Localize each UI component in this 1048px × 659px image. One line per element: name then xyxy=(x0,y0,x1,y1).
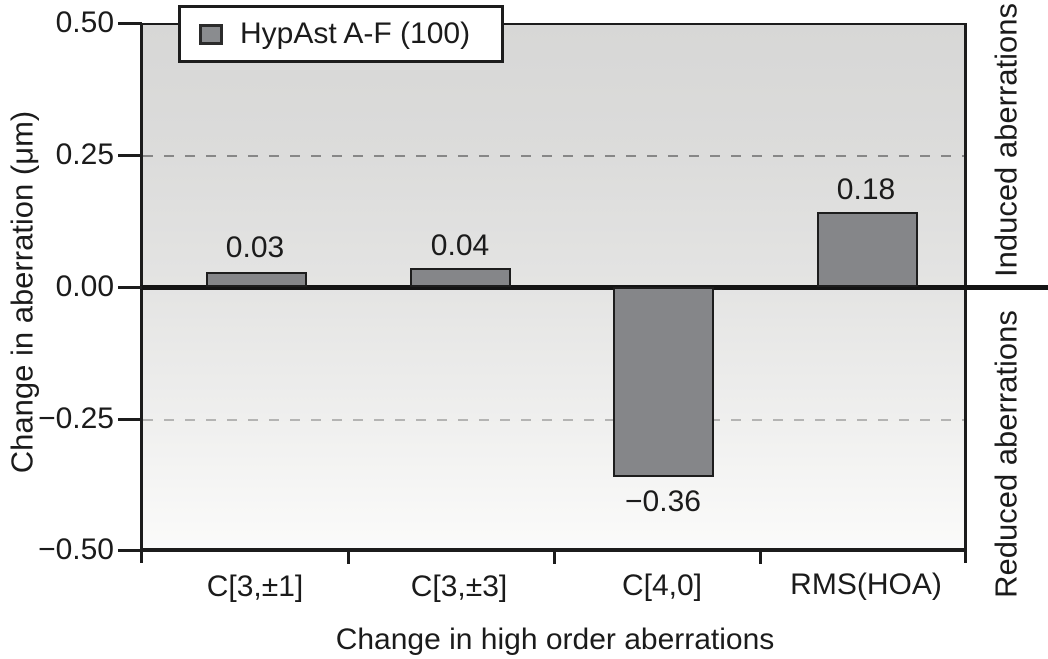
bar-value-label: 0.03 xyxy=(225,231,285,264)
plot-right-border xyxy=(964,23,967,563)
y-tick-label: 0.00 xyxy=(55,270,114,303)
y-tick-mark xyxy=(118,286,142,289)
dashed-gridline xyxy=(143,419,964,421)
x-tick-mark xyxy=(759,552,762,564)
plot-top-border xyxy=(140,23,967,25)
y-tick-label: 0.25 xyxy=(55,138,114,171)
bar xyxy=(613,287,714,477)
x-tick-mark xyxy=(553,552,556,564)
bar-value-label: −0.36 xyxy=(625,485,701,518)
bar-value-label: 0.18 xyxy=(836,173,896,206)
x-category-label: C[3,±1] xyxy=(206,570,304,603)
x-axis-title: Change in high order aberrations xyxy=(335,623,775,656)
x-category-label: C[3,±3] xyxy=(410,570,508,603)
y-axis-line xyxy=(140,23,143,563)
induced-aberrations-label: Induced aberrations xyxy=(988,2,1024,278)
x-axis-line xyxy=(140,548,967,552)
y-tick-mark xyxy=(118,418,142,421)
bar-value-label: 0.04 xyxy=(430,229,490,262)
y-tick-label: 0.50 xyxy=(55,6,114,39)
legend: HypAst A-F (100) xyxy=(178,5,504,63)
bar xyxy=(206,272,307,287)
x-tick-mark xyxy=(347,552,350,564)
x-category-label: RMS(HOA) xyxy=(790,568,942,601)
legend-swatch-icon xyxy=(199,23,223,45)
y-tick-mark xyxy=(118,154,142,157)
x-category-label: C[4,0] xyxy=(621,569,703,602)
dashed-gridline xyxy=(143,155,964,157)
legend-label: HypAst A-F (100) xyxy=(240,17,471,50)
y-tick-mark xyxy=(118,22,142,25)
reduced-aberrations-label: Reduced aberrations xyxy=(988,310,1024,598)
y-tick-label: −0.50 xyxy=(38,533,114,566)
zero-baseline xyxy=(140,285,1048,290)
y-tick-label: −0.25 xyxy=(38,402,114,435)
bar xyxy=(817,212,918,287)
bar xyxy=(410,268,511,287)
y-tick-mark xyxy=(118,549,142,552)
